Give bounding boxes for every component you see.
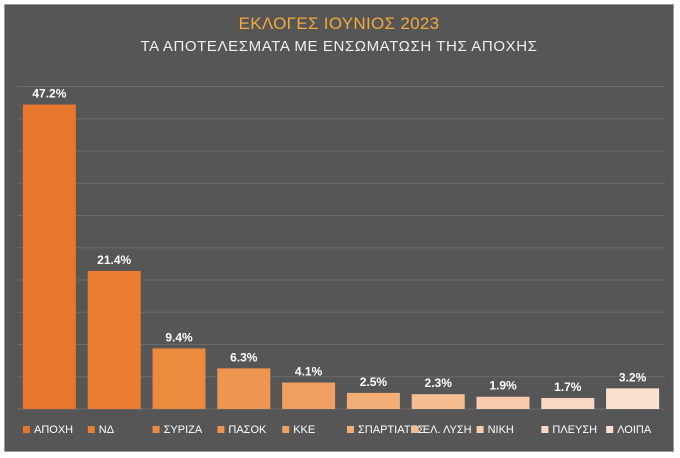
chart-subtitle: ΤΑ ΑΠΟΤΕΛΕΣΜΑΤΑ ΜΕ ΕΝΣΩΜΑΤΩΣΗ ΤΗΣ ΑΠΟΧΗΣ [140,38,538,55]
chart-frame: ΕΚΛΟΓΕΣ ΙΟΥΝΙΟΣ 2023 ΤΑ ΑΠΟΤΕΛΕΣΜΑΤΑ ΜΕ … [4,4,674,452]
legend-label-7: ΝΙΚΗ [488,424,514,436]
value-label-6: 2.3% [425,376,453,390]
value-label-7: 1.9% [489,379,517,393]
bar-6 [411,394,465,409]
legend-label-8: ΠΛΕΥΣΗ [552,424,597,436]
legend-swatch-0 [23,426,30,433]
legend-swatch-2 [152,426,160,433]
legend-label-2: ΣΥΡΙΖΑ [164,424,203,436]
value-label-8: 1.7% [554,380,582,394]
legend-label-0: ΑΠΟΧΗ [34,424,73,436]
legend-label-4: ΚΚΕ [293,424,315,436]
legend-swatch-7 [476,426,484,433]
bars [22,104,660,409]
legend-swatch-4 [282,426,290,433]
bar-9 [606,388,660,409]
legend-swatch-8 [541,426,549,433]
legend-label-6: ΕΛ. ΛΥΣΗ [423,424,472,436]
bar-8 [541,398,595,409]
legend-swatch-5 [347,426,354,433]
bar-0 [22,104,76,409]
bar-1 [87,270,141,409]
value-label-9: 3.2% [619,370,647,384]
bar-7 [476,396,530,409]
bar-4 [282,382,336,409]
legend-swatch-3 [217,426,225,433]
legend-label-9: ΛΟΙΠΑ [617,424,652,436]
chart-title: ΕΚΛΟΓΕΣ ΙΟΥΝΙΟΣ 2023 [238,14,440,33]
value-label-1: 21.4% [97,253,131,267]
bar-5 [346,392,400,409]
legend-label-3: ΠΑΣΟΚ [228,424,267,436]
legend-label-5: ΣΠΑΡΤΙΑΤΕΣ [358,424,425,436]
value-label-2: 9.4% [165,330,193,344]
legend-swatch-9 [606,426,614,433]
legend-swatch-6 [411,426,419,433]
bar-chart: 47.2% 21.4% 9.4% 6.3% 4.1% 2.5% 2.3% 1.9% 1.7% 3.… [17,86,665,436]
legend-swatch-1 [87,426,95,433]
bar-3 [217,368,271,409]
bar-2 [152,348,206,409]
value-label-0: 47.2% [32,87,66,101]
value-labels: 47.2% 21.4% 9.4% 6.3% 4.1% 2.5% 2.3% 1.9% 1.7% 3.… [32,87,646,394]
value-label-3: 6.3% [230,350,258,364]
value-label-4: 4.1% [295,365,323,379]
legend-label-1: ΝΔ [99,424,115,436]
value-label-5: 2.5% [360,375,388,389]
